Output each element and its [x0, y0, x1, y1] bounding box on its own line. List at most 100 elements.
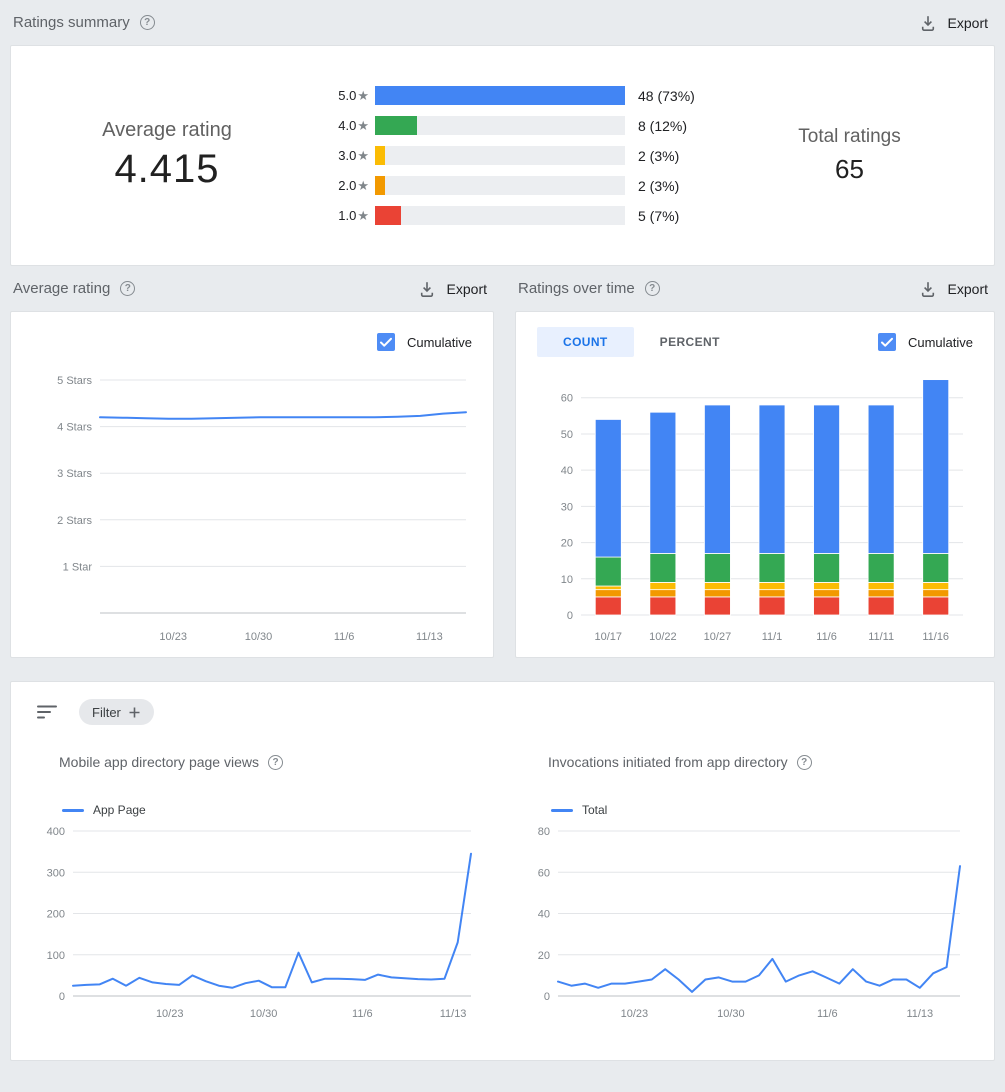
tab-percent[interactable]: PERCENT	[634, 327, 746, 357]
export-button-ratings-over-time[interactable]: Export	[914, 275, 992, 303]
ratings-over-time-section-title: Ratings over time	[518, 280, 635, 297]
rating-bar-fill	[375, 176, 386, 195]
checkbox-checked-icon	[376, 333, 395, 351]
svg-text:40: 40	[561, 465, 573, 477]
svg-text:60: 60	[538, 867, 550, 879]
svg-text:10: 10	[561, 574, 573, 586]
page-views-title-group: Mobile app directory page views	[59, 754, 483, 770]
rating-count-value: 8 (12%)	[638, 117, 688, 134]
help-icon[interactable]	[139, 15, 155, 30]
star-rating-number: 4.0	[338, 118, 357, 133]
invocations-title-group: Invocations initiated from app directory	[548, 754, 972, 770]
invocations-legend: Total	[551, 803, 972, 817]
rating-bar-track	[375, 176, 625, 195]
filter-chip[interactable]: Filter	[79, 699, 154, 725]
page-views-chart-block: Mobile app directory page views App Page…	[35, 754, 483, 1031]
svg-text:80: 80	[538, 826, 550, 838]
svg-text:400: 400	[47, 826, 65, 838]
svg-text:11/6: 11/6	[334, 631, 355, 643]
star-rating-label: 4.0	[323, 118, 369, 134]
plus-icon	[128, 706, 141, 719]
chart-cards-row: Cumulative 5 Stars 4 Stars 3 Stars 2 Stars 1…	[10, 311, 995, 658]
star-rating-row: 3.0 2 (3%)	[323, 141, 705, 171]
page-views-legend: App Page	[62, 803, 483, 817]
star-rating-row: 1.0 5 (7%)	[323, 201, 705, 231]
svg-text:300: 300	[47, 867, 65, 879]
star-rating-row: 5.0 48 (73%)	[323, 81, 705, 111]
average-rating-section-header: Average rating Export	[10, 266, 494, 311]
legend-line-icon	[62, 808, 84, 812]
download-icon	[918, 13, 938, 33]
ratings-dashboard: Ratings summary Export Average rating 4.…	[0, 0, 1005, 1067]
average-rating-line-chart: 5 Stars 4 Stars 3 Stars 2 Stars 1 Star 10/23 1…	[57, 375, 467, 643]
legend-line-icon	[551, 808, 573, 812]
svg-text:30: 30	[561, 501, 573, 513]
total-ratings-value: 65	[835, 154, 864, 184]
svg-text:50: 50	[561, 429, 573, 441]
svg-text:100: 100	[47, 950, 65, 962]
svg-text:10/17: 10/17	[595, 631, 623, 643]
star-rating-label: 3.0	[323, 148, 369, 164]
star-rating-number: 2.0	[338, 178, 357, 193]
cumulative-label: Cumulative	[406, 334, 472, 350]
rating-count-value: 2 (3%)	[638, 147, 680, 164]
svg-text:2 Stars: 2 Stars	[57, 515, 92, 527]
svg-text:20: 20	[538, 950, 550, 962]
svg-text:11/13: 11/13	[440, 1008, 467, 1020]
tab-count[interactable]: COUNT	[537, 327, 634, 357]
svg-text:4 Stars: 4 Stars	[57, 422, 92, 434]
star-rating-row: 2.0 2 (3%)	[323, 171, 705, 201]
svg-text:10/23: 10/23	[156, 1008, 184, 1020]
star-icon	[357, 178, 369, 194]
export-button-average-rating[interactable]: Export	[413, 275, 491, 303]
rating-bar-track	[375, 146, 625, 165]
help-icon[interactable]	[644, 281, 660, 296]
svg-text:1 Star: 1 Star	[63, 561, 93, 573]
export-label: Export	[947, 280, 988, 297]
cumulative-label: Cumulative	[907, 334, 973, 350]
star-icon	[357, 148, 369, 164]
ratings-summary-card: Average rating 4.415 5.0 48 (73%) 4.0 8 …	[10, 45, 995, 266]
download-icon	[918, 279, 938, 299]
svg-text:11/1: 11/1	[762, 631, 783, 643]
rating-bar-fill	[375, 206, 402, 225]
help-icon[interactable]	[796, 754, 812, 770]
rating-bar-track	[375, 206, 625, 225]
cumulative-checkbox[interactable]: Cumulative	[877, 333, 973, 351]
rating-count-value: 48 (73%)	[638, 87, 695, 104]
star-icon	[357, 88, 369, 104]
rating-bar-fill	[375, 86, 625, 105]
svg-text:5 Stars: 5 Stars	[57, 375, 92, 387]
page-views-line-chart: 400 300 200 100 0 10/23 10/30 11/6 11/13	[47, 826, 472, 1020]
ratings-over-time-section-header: Ratings over time Export	[515, 266, 995, 311]
help-icon[interactable]	[120, 281, 136, 296]
svg-text:20: 20	[561, 538, 573, 550]
ratings-over-time-chart-header: COUNT PERCENT Cumulative	[537, 324, 973, 360]
svg-text:40: 40	[538, 909, 550, 921]
svg-text:11/6: 11/6	[352, 1008, 373, 1020]
rating-bar-track	[375, 86, 625, 105]
svg-text:10/27: 10/27	[704, 631, 732, 643]
filter-row: Filter	[35, 697, 970, 727]
svg-text:0: 0	[544, 991, 550, 1003]
svg-text:11/13: 11/13	[906, 1008, 933, 1020]
star-rating-number: 5.0	[338, 88, 357, 103]
svg-text:11/11: 11/11	[868, 631, 894, 643]
star-icon	[357, 118, 369, 134]
download-icon	[417, 279, 437, 299]
ratings-over-time-title-group: Ratings over time	[518, 280, 660, 297]
invocations-chart-block: Invocations initiated from app directory…	[524, 754, 972, 1031]
svg-text:11/6: 11/6	[816, 631, 837, 643]
svg-text:10/23: 10/23	[621, 1008, 649, 1020]
average-rating-label: Average rating	[102, 119, 232, 141]
rating-count-value: 2 (3%)	[638, 177, 680, 194]
export-button[interactable]: Export	[914, 9, 992, 37]
help-icon[interactable]	[268, 754, 283, 770]
ratings-summary-title: Ratings summary	[13, 14, 130, 31]
cumulative-checkbox[interactable]: Cumulative	[376, 333, 472, 351]
invocations-line-chart: 80 60 40 20 0 10/23 10/30 11/6 11/13	[538, 826, 961, 1020]
filter-list-icon[interactable]	[35, 702, 61, 722]
ratings-summary-header: Ratings summary Export	[10, 0, 995, 45]
svg-text:3 Stars: 3 Stars	[57, 468, 92, 480]
svg-text:11/13: 11/13	[416, 631, 443, 643]
